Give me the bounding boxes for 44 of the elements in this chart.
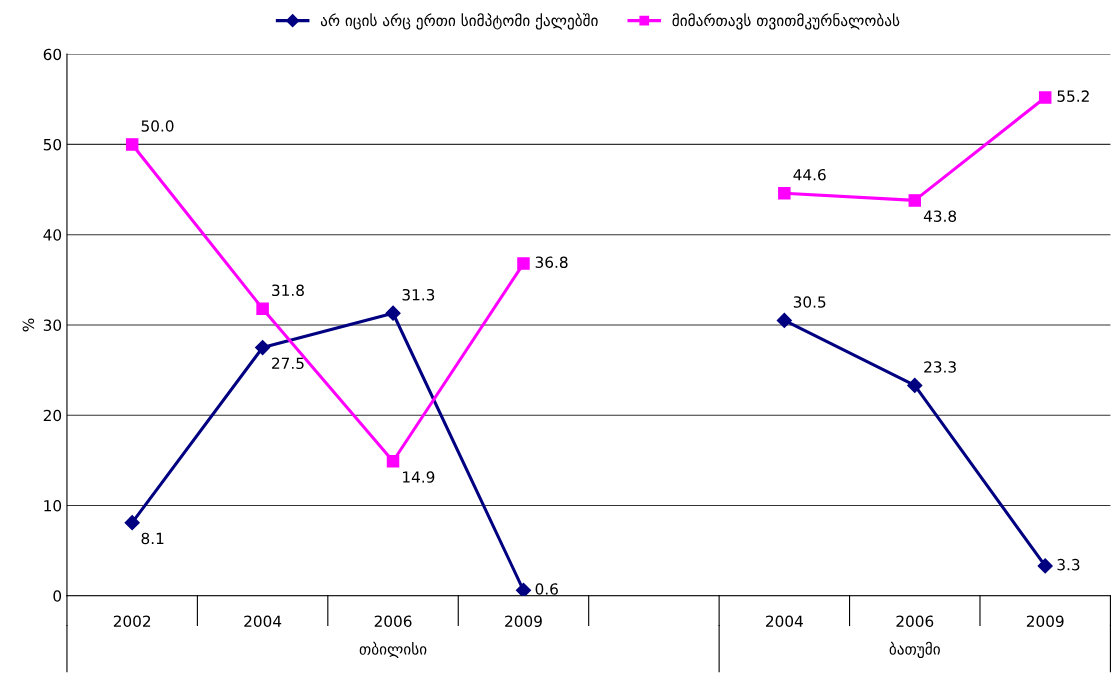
x-tick-label: 2004 — [244, 615, 282, 628]
data-label: 14.9 — [403, 471, 435, 483]
point — [515, 582, 532, 596]
y-tick-label: 30 — [43, 319, 62, 331]
data-label: 43.8 — [923, 210, 957, 222]
point — [1038, 91, 1052, 104]
point — [255, 339, 271, 356]
y-tick-label: 40 — [43, 229, 62, 241]
y-axis-title: % — [22, 318, 35, 332]
data-label: 23.3 — [924, 361, 956, 373]
data-label: 55.2 — [1057, 90, 1089, 102]
x-tick-label: 2006 — [374, 615, 412, 628]
data-label: 44.6 — [793, 168, 826, 181]
data-label: 3.3 — [1057, 558, 1080, 571]
point — [517, 257, 530, 270]
data-label: 0.6 — [535, 583, 558, 595]
data-label: 36.8 — [535, 256, 568, 269]
data-label: 27.5 — [272, 357, 304, 370]
text: ბათუმი — [889, 641, 940, 659]
y-tick-label: 60 — [43, 48, 62, 61]
x-tick-label: 2004 — [766, 615, 803, 628]
text: თბილისი — [359, 641, 427, 659]
x-tick-label: 2006 — [896, 615, 934, 628]
point — [386, 455, 400, 468]
data-label: 30.5 — [793, 296, 826, 308]
legend-label: არ იცის არც ერთი სიმპტომი ქალებში — [320, 13, 598, 30]
y-tick-label: 0 — [53, 590, 62, 602]
point — [125, 138, 139, 151]
legend-label: მიმართავს თვითმკურნალობას — [672, 13, 900, 30]
point — [256, 302, 269, 315]
x-tick-label: 2009 — [505, 615, 542, 628]
y-tick-label: 50 — [43, 138, 62, 151]
y-tick-label: 20 — [43, 409, 62, 422]
data-label: 8.1 — [141, 532, 164, 545]
point — [908, 194, 922, 207]
x-tick-label: 2009 — [1026, 615, 1064, 628]
point — [385, 305, 401, 321]
y-tick-label: 10 — [44, 499, 62, 512]
x-tick-label: 2002 — [113, 615, 151, 628]
data-label: 31.3 — [402, 288, 435, 301]
point — [778, 186, 791, 200]
data-label: 31.8 — [272, 284, 304, 297]
point — [124, 515, 140, 531]
data-label: 50.0 — [141, 120, 174, 132]
